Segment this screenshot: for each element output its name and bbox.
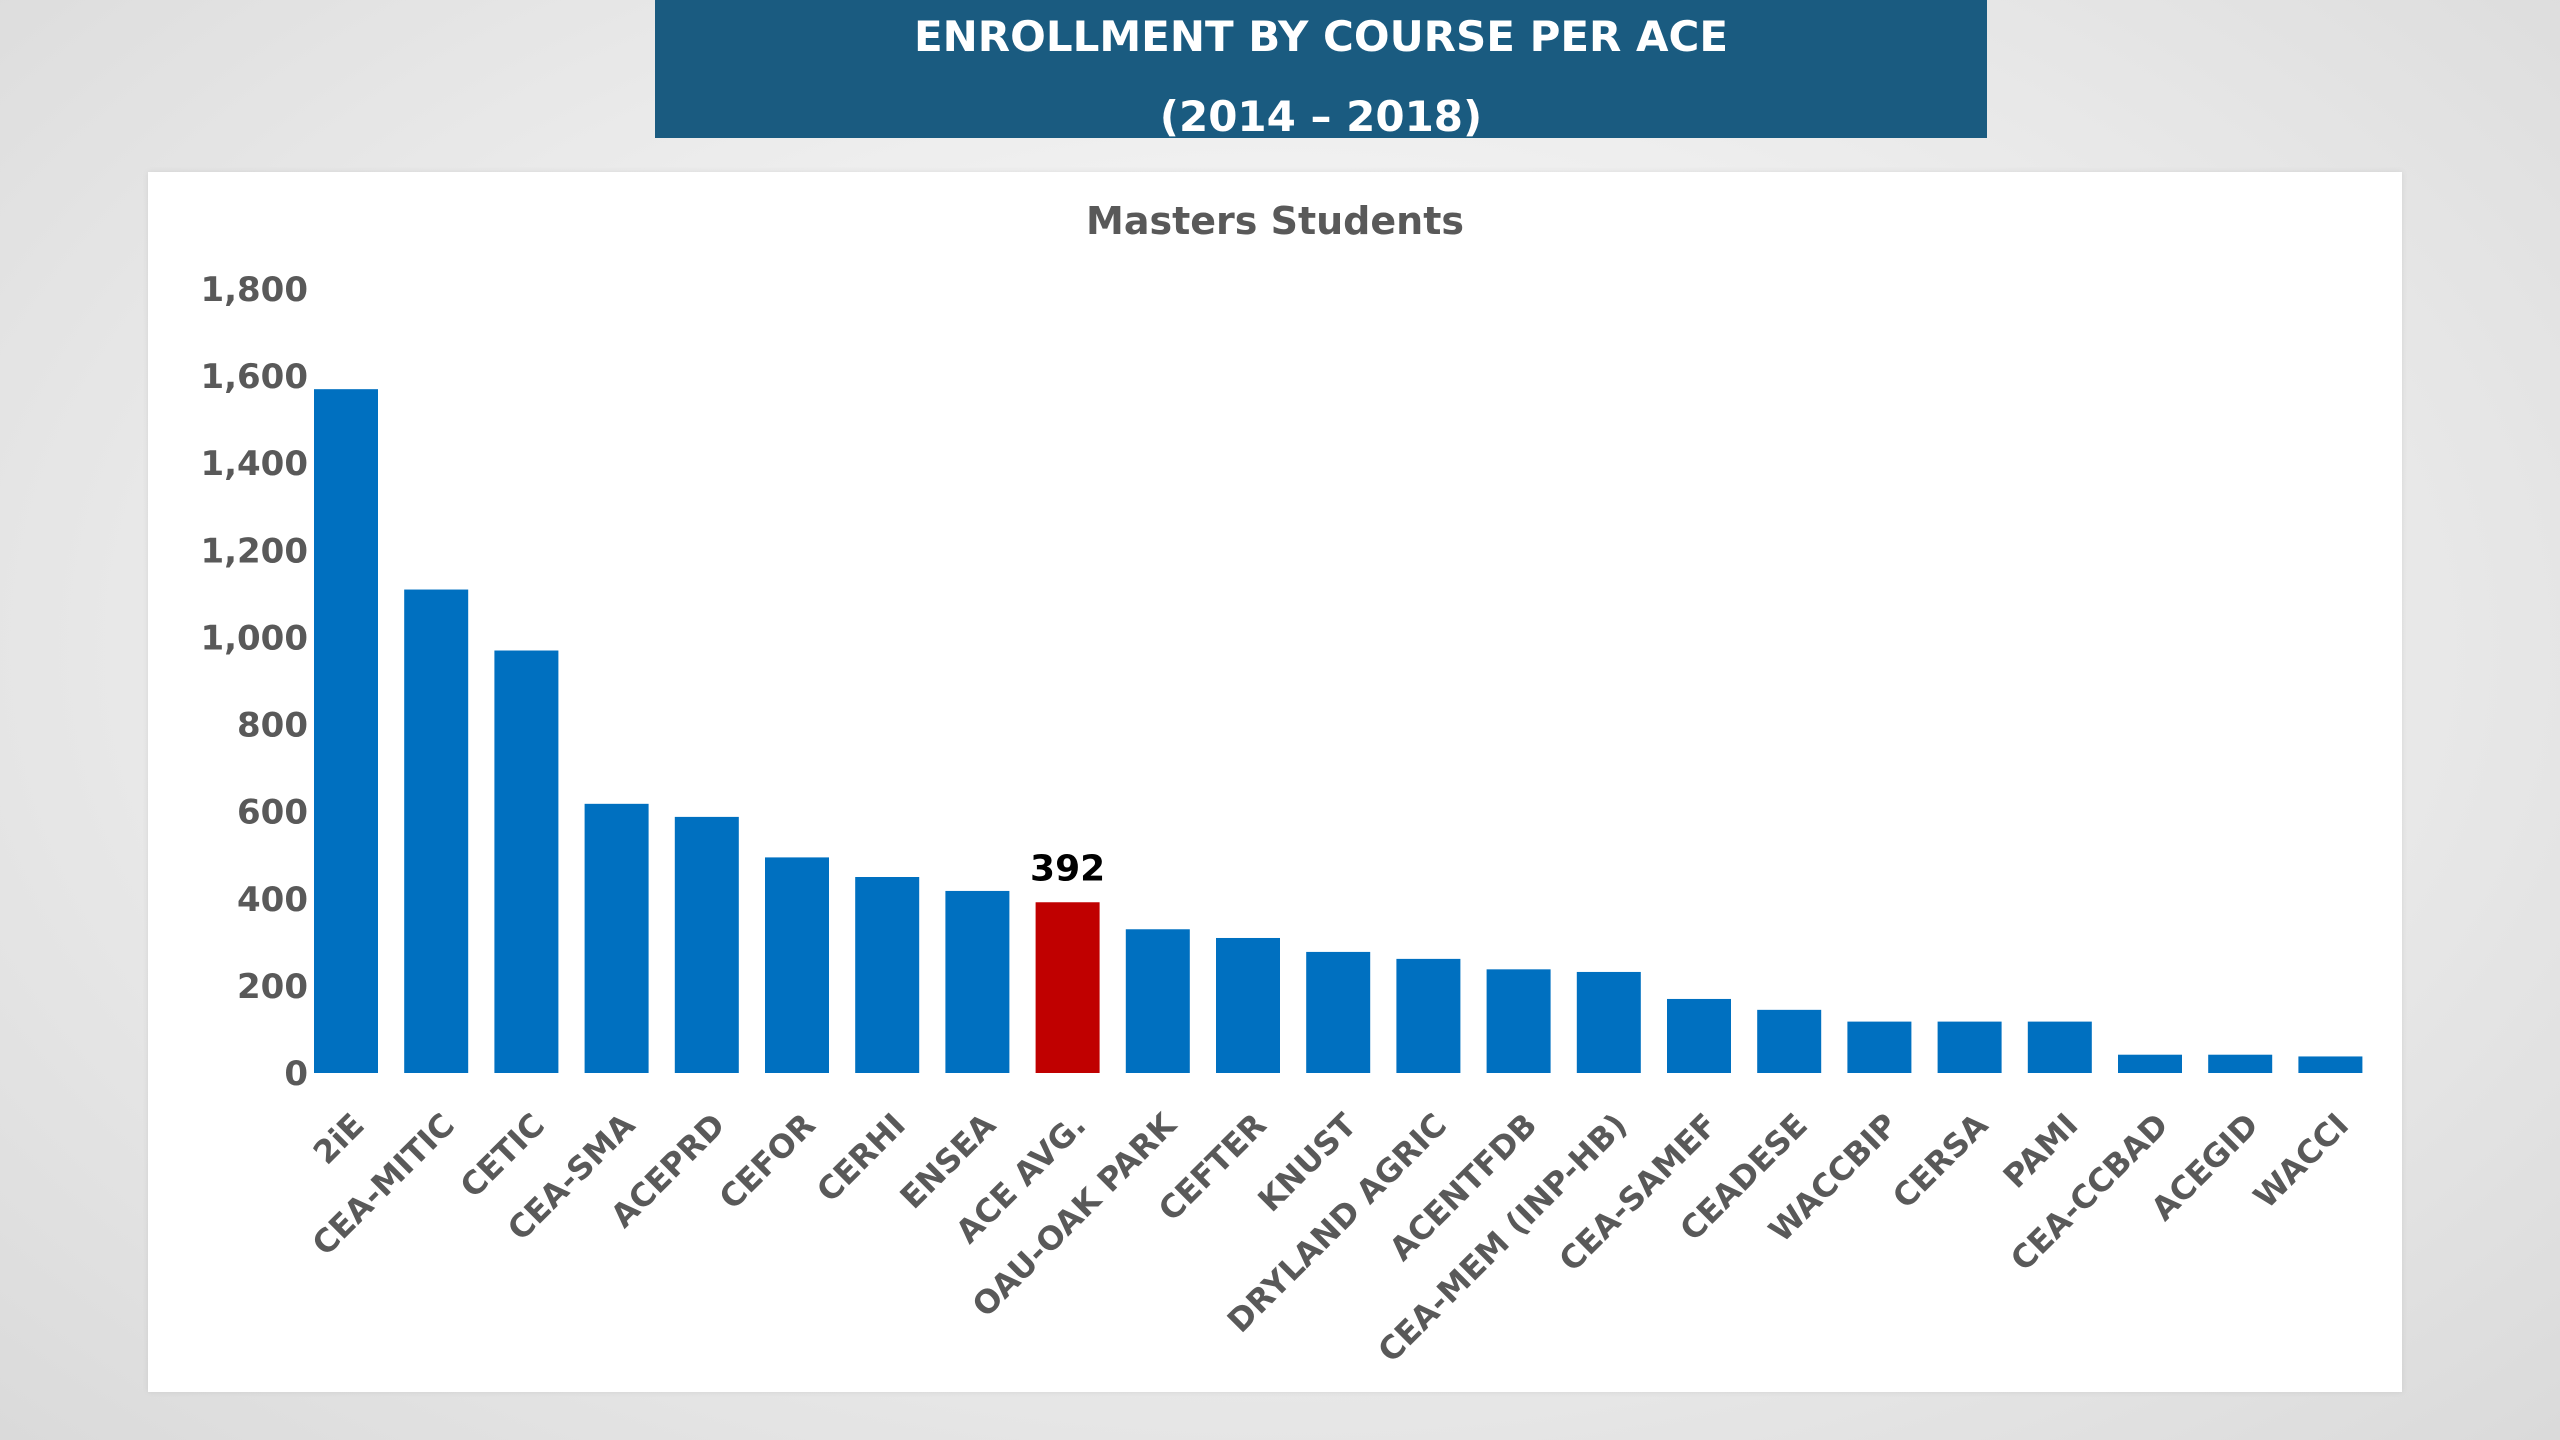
bar [1486, 969, 1551, 1073]
bar [1757, 1009, 1822, 1073]
x-tick-label: CEA-SAMEF [1552, 1106, 1725, 1279]
x-tick-label: CEA-CCBAD [2003, 1106, 2176, 1279]
bar [2208, 1054, 2273, 1073]
bar [674, 816, 739, 1073]
bar [1125, 929, 1190, 1073]
bar [2118, 1054, 2182, 1073]
title-banner: ENROLLMENT BY COURSE PER ACE (2014 – 201… [655, 0, 1987, 138]
y-tick-label: 1,400 [200, 444, 308, 484]
bar [1937, 1021, 2002, 1073]
y-tick-label: 1,800 [200, 270, 308, 310]
bar [855, 877, 920, 1073]
slide-title: ENROLLMENT BY COURSE PER ACE [913, 12, 1729, 61]
y-tick-label: 0 [284, 1054, 308, 1094]
x-tick-label: CERSA [1885, 1106, 1995, 1216]
bar [1576, 971, 1641, 1073]
bar [314, 389, 378, 1073]
bar [1216, 937, 1280, 1073]
bar [1847, 1021, 1912, 1073]
bar [2298, 1056, 2363, 1073]
y-tick-label: 600 [237, 793, 308, 833]
y-tick-label: 1,200 [200, 531, 308, 571]
bar [1396, 958, 1461, 1073]
data-label: 392 [1030, 848, 1105, 889]
y-tick-label: 1,000 [200, 618, 308, 658]
data-labels: 392 [1030, 848, 1105, 889]
bars [314, 389, 2363, 1073]
bar [1306, 951, 1371, 1073]
bar [404, 589, 469, 1073]
bar [1667, 998, 1731, 1073]
x-tick-label: 2iE [306, 1106, 372, 1172]
bar-chart: Masters Students 0 200 400 600 800 1,000 1,200… [200, 199, 2363, 1370]
y-tick-label: 800 [237, 706, 308, 746]
bar [945, 890, 1010, 1073]
chart-title: Masters Students [1086, 199, 1464, 243]
bar [1035, 902, 1100, 1073]
bar [765, 857, 829, 1073]
bar [584, 803, 649, 1073]
y-tick-label: 200 [237, 967, 308, 1007]
y-tick-label: 400 [237, 880, 308, 920]
y-axis: 0 200 400 600 800 1,000 1,200 1,400 1,600 1,800 [200, 270, 308, 1094]
bar [494, 650, 559, 1073]
slide-subtitle: (2014 – 2018) [1159, 92, 1483, 141]
x-tick-label: CEFOR [712, 1106, 823, 1217]
bar [2027, 1021, 2092, 1073]
y-tick-label: 1,600 [200, 357, 308, 397]
x-axis: 2iECEA-MITICCETICCEA-SMAACEPRDCEFORCERHI… [305, 1105, 2356, 1370]
chart-panel: Masters Students 0 200 400 600 800 1,000 1,200… [148, 172, 2402, 1392]
x-tick-label: WACCI [2246, 1106, 2356, 1216]
